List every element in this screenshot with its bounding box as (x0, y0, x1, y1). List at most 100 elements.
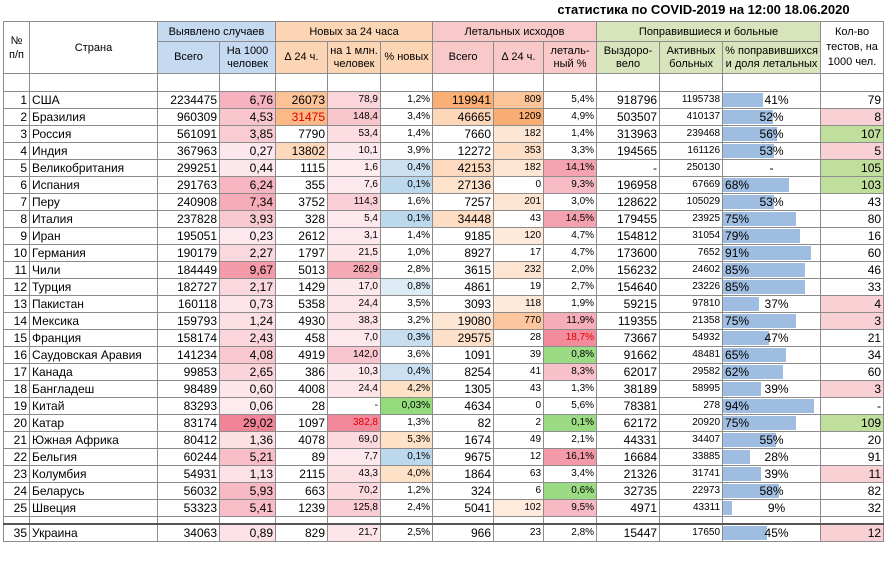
cell-deaths-d24: 19 (493, 278, 545, 296)
cell-recovered: 78381 (596, 397, 661, 415)
cell-deaths-d24: 1209 (493, 108, 545, 126)
cell-per1000: 3,93 (219, 210, 276, 228)
cell-no: 16 (3, 346, 30, 364)
cell-country: Швеция (29, 499, 158, 517)
cell-tests: 3 (820, 312, 885, 330)
cell-pctrec: 79% (722, 227, 822, 245)
cell-recovered: 128622 (596, 193, 661, 211)
cell-per1000: 0,06 (219, 397, 276, 415)
cell-deaths: 46665 (432, 108, 495, 126)
cell-no: 18 (3, 380, 30, 398)
cell-new-per1m: 24,4 (327, 380, 381, 398)
cell-total: 184449 (157, 261, 220, 279)
cell-per1000: 1,36 (219, 431, 276, 449)
recovery-bar (723, 229, 800, 243)
cell-active: 278 (659, 397, 724, 415)
recovery-bar (723, 178, 789, 192)
cell-lethal: 0,1% (543, 414, 598, 432)
cell-no: 10 (3, 244, 30, 262)
cell-pctrec: 53% (722, 142, 822, 160)
cell-tests: 80 (820, 210, 885, 228)
cell-new-per1m: 3,1 (327, 227, 381, 245)
cell-recovered: 91662 (596, 346, 661, 364)
cell-country: Италия (29, 210, 158, 228)
cell-total: 160118 (157, 295, 220, 313)
cell-active: 48481 (659, 346, 724, 364)
cell-lethal: 4,9% (543, 108, 598, 126)
table-row: 12 Турция 182727 2,17 1429 17,0 0,8% 4861 19 2,7%… (3, 278, 885, 296)
cell-active: 43311 (659, 499, 724, 517)
cell-pctrec: 65% (722, 346, 822, 364)
table-row: 3 Россия 561091 3,85 7790 53,4 1,4% 7660 182 1,4%… (3, 125, 885, 143)
cell-deaths: 1305 (432, 380, 495, 398)
cell-no: 11 (3, 261, 30, 279)
cell-pctnew: 0,1% (379, 210, 434, 228)
recovery-pct-label: 79% (725, 229, 750, 243)
table-row: 23 Колумбия 54931 1,13 2115 43,3 4,0% 1864 63 3,4… (3, 465, 885, 483)
cell-deaths-d24: 770 (493, 312, 545, 330)
table-row: 22 Бельгия 60244 5,21 89 7,7 0,1% 9675 12 16,1% 16… (3, 448, 885, 466)
cell-country: Индия (29, 142, 158, 160)
cell-no: 6 (3, 176, 30, 194)
cell-deaths-d24: 43 (493, 210, 545, 228)
cell-lethal: 9,3% (543, 176, 598, 194)
cell-pctnew: 1,4% (379, 125, 434, 143)
cell-deaths-d24: 120 (493, 227, 545, 245)
cell-pctrec: 75% (722, 312, 822, 330)
group-header-new24: Новых за 24 часа (274, 21, 434, 42)
recovery-bar (723, 93, 763, 107)
recovery-pct-label: 91% (725, 246, 750, 260)
cell-new-per1m: 53,4 (327, 125, 381, 143)
cell-lethal: 18,7% (543, 329, 598, 347)
recovery-bar (723, 144, 775, 158)
col-header-tests: Кол-во тестов, на 1000 чел. (820, 21, 885, 74)
cell-recovered: 156232 (596, 261, 661, 279)
cell-deaths: 1864 (432, 465, 495, 483)
cell-pctnew: 4,2% (379, 380, 434, 398)
cell-pctnew: 5,3% (379, 431, 434, 449)
recovery-bar (723, 297, 759, 311)
cell-total: 299251 (157, 159, 220, 177)
col-header-per1m: на 1 млн. человек (327, 41, 381, 74)
cell-active: 67669 (659, 176, 724, 194)
cell-recovered: 503507 (596, 108, 661, 126)
recovery-bar (723, 399, 815, 413)
cell-pctrec: 91% (722, 244, 822, 262)
cell-new-d24: 829 (275, 523, 328, 542)
cell-country: Перу (29, 193, 158, 211)
cell-tests: 109 (820, 414, 885, 432)
recovery-pct-label: 58% (759, 484, 784, 498)
cell-no: 23 (3, 465, 30, 483)
cell-recovered: 16684 (596, 448, 661, 466)
cell-pctrec: 39% (722, 465, 822, 483)
table-row: 25 Швеция 53323 5,41 1239 125,8 2,4% 5041 102 9,5… (3, 499, 885, 517)
cell-deaths: 42153 (432, 159, 495, 177)
cell-total: 237828 (157, 210, 220, 228)
cell-per1000: 1,13 (219, 465, 276, 483)
cell-tests: - (820, 397, 885, 415)
cell-no: 17 (3, 363, 30, 381)
table-row: 35 Украина 34063 0,89 829 21,7 2,5% 966 23 2,8% 15… (3, 523, 885, 542)
cell-new-d24: 89 (275, 448, 328, 466)
recovery-pct-label: 28% (764, 450, 789, 464)
cell-new-per1m: 7,0 (327, 329, 381, 347)
recovery-bar (723, 416, 796, 430)
cell-total: 190179 (157, 244, 220, 262)
cell-total: 80412 (157, 431, 220, 449)
cell-total: 141234 (157, 346, 220, 364)
table-row: 13 Пакистан 160118 0,73 5358 24,4 3,5% 3093 118 1… (3, 295, 885, 313)
cell-lethal: 0,8% (543, 346, 598, 364)
cell-deaths: 3093 (432, 295, 495, 313)
cell-deaths-d24: 43 (493, 380, 545, 398)
cell-country: Франция (29, 329, 158, 347)
recovery-bar (723, 365, 784, 379)
cell-pctnew: 0,4% (379, 363, 434, 381)
cell-tests: 103 (820, 176, 885, 194)
cell-pctnew: 1,2% (379, 91, 434, 109)
cell-deaths-d24: 41 (493, 363, 545, 381)
cell-active: 24602 (659, 261, 724, 279)
cell-deaths: 3615 (432, 261, 495, 279)
cell-active: 20920 (659, 414, 724, 432)
cell-new-per1m: 1,6 (327, 159, 381, 177)
cell-total: 367963 (157, 142, 220, 160)
